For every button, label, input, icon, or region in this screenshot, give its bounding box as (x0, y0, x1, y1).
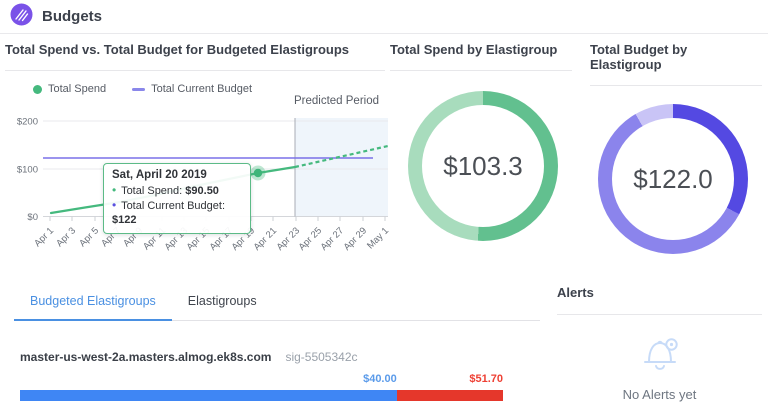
svg-text:$0: $0 (27, 212, 38, 223)
bullet-icon: • (112, 183, 117, 197)
predicted-period-label: Predicted Period (293, 95, 379, 107)
svg-text:Apr 1: Apr 1 (32, 225, 56, 249)
tooltip-budget-row: • Total Current Budget: $122 (112, 198, 226, 226)
overage-amount-label: $51.70 (469, 373, 503, 385)
svg-text:Apr 5: Apr 5 (77, 225, 101, 249)
total-spend-value: $103.3 (443, 150, 523, 181)
svg-text:May 1: May 1 (365, 225, 390, 251)
legend-label: Total Spend (48, 83, 107, 95)
total-spend-panel: Total Spend by Elastigroup $103.3 (390, 42, 572, 241)
chart-legend: Total Spend Total Current Budget (33, 83, 252, 95)
alerts-panel: Alerts No Alerts yet (557, 285, 762, 402)
budget-usage-bar[interactable] (20, 390, 503, 401)
bell-icon (643, 338, 678, 370)
divider (5, 70, 385, 71)
spend-vs-budget-title: Total Spend vs. Total Budget for Budgete… (5, 42, 350, 57)
budget-bar-labels: $40.00 $51.70 (20, 373, 503, 388)
tooltip-date: Sat, April 20 2019 (112, 169, 207, 181)
elastigroup-name-line: master-us-west-2a.masters.almog.ek8s.com… (20, 348, 503, 366)
spend-vs-budget-chart: Total Spend Total Current Budget Predict… (5, 71, 390, 276)
predicted-period-region (295, 118, 388, 216)
svg-text:Apr 25: Apr 25 (297, 225, 325, 253)
svg-text:$100: $100 (17, 165, 38, 176)
svg-text:Apr 21: Apr 21 (252, 225, 280, 253)
elastigroups-tabs: Budgeted Elastigroups Elastigroups (14, 285, 540, 321)
alerts-empty-state: No Alerts yet (557, 315, 762, 402)
elastigroup-name: master-us-west-2a.masters.almog.ek8s.com (20, 350, 272, 364)
legend-item-total-current-budget[interactable]: Total Current Budget (132, 83, 252, 95)
elastigroups-panel: Budgeted Elastigroups Elastigroups maste… (0, 285, 540, 401)
hover-point-marker (253, 168, 263, 178)
alerts-title: Alerts (557, 285, 594, 300)
spend-vs-budget-panel: Total Spend vs. Total Budget for Budgete… (5, 42, 390, 276)
total-spend-donut-chart[interactable]: $103.3 (408, 91, 558, 241)
total-budget-marker-icon (132, 87, 146, 91)
spend-amount-label: $40.00 (363, 373, 397, 385)
elastigroup-sig-id: sig-5505342c (285, 350, 358, 364)
svg-text:Apr 27: Apr 27 (319, 225, 347, 253)
svg-text:$200: $200 (17, 117, 38, 128)
legend-item-total-spend[interactable]: Total Spend (33, 83, 106, 95)
svg-text:Apr 23: Apr 23 (275, 225, 303, 253)
total-spend-marker-icon (33, 84, 42, 94)
divider (557, 314, 762, 315)
total-budget-title: Total Budget by Elastigroup (590, 42, 688, 72)
total-budget-value: $122.0 (633, 163, 713, 194)
tooltip-spend-row: • Total Spend: $90.50 (112, 183, 219, 197)
spend-line-predicted (294, 144, 389, 169)
tab-budgeted-elastigroups[interactable]: Budgeted Elastigroups (14, 285, 172, 321)
elastigroup-row: master-us-west-2a.masters.almog.ek8s.com… (20, 348, 503, 401)
svg-text:Apr 29: Apr 29 (342, 225, 370, 253)
bullet-icon: • (112, 198, 117, 212)
legend-label: Total Current Budget (151, 83, 252, 95)
total-spend-title: Total Spend by Elastigroup (390, 42, 558, 57)
budget-bar-spend-segment[interactable] (20, 390, 397, 401)
chart-tooltip: Sat, April 20 2019 • Total Spend: $90.50… (103, 163, 251, 234)
divider (590, 85, 762, 86)
budget-bar-overage-segment[interactable] (396, 390, 503, 401)
total-budget-panel: Total Budget by Elastigroup $122.0 (590, 42, 762, 254)
tab-elastigroups[interactable]: Elastigroups (187, 294, 257, 308)
svg-text:Apr 3: Apr 3 (54, 225, 78, 249)
divider (390, 70, 572, 71)
total-budget-donut-chart[interactable]: $122.0 (598, 104, 748, 254)
no-alerts-text: No Alerts yet (622, 387, 697, 402)
spotinst-logo-icon (10, 3, 33, 31)
y-axis-labels: $200 $100 $0 (17, 117, 38, 224)
app-header: Budgets (0, 0, 768, 34)
page-title: Budgets (42, 8, 102, 25)
